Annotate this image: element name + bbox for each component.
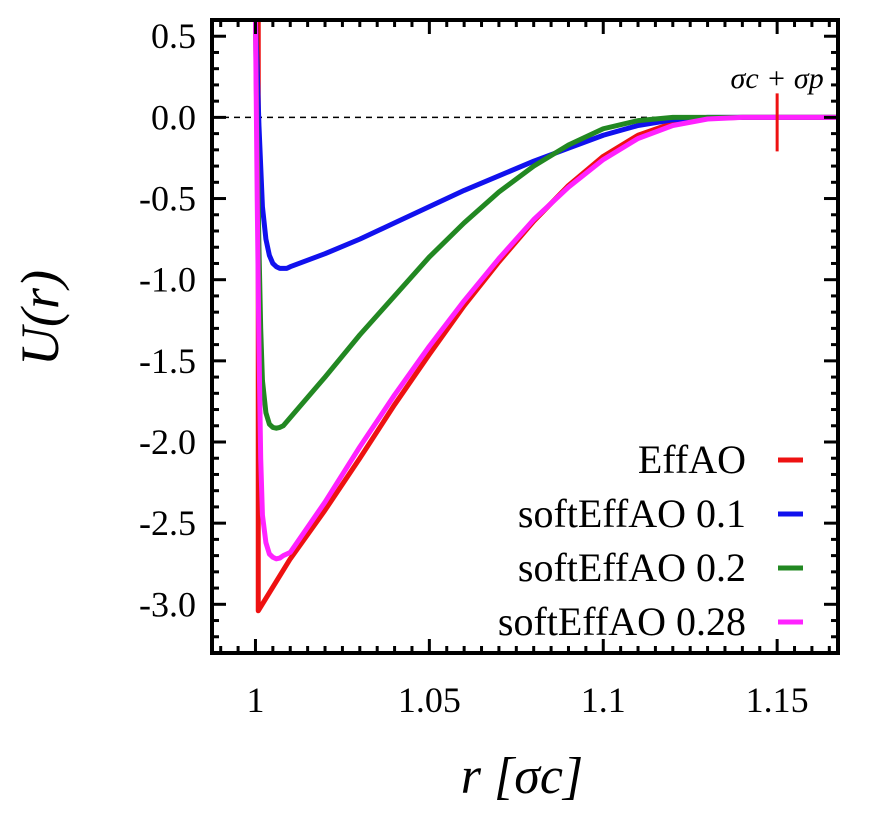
- series-line-1: [252, 20, 838, 271]
- series-line-2: [252, 20, 838, 431]
- legend-label-0: EffAO: [638, 437, 746, 482]
- y-axis-label: U(r): [10, 270, 70, 366]
- annotation-label: σc + σp: [731, 62, 824, 95]
- y-tick-label-3: -1.0: [139, 260, 196, 300]
- legend-layer: EffAO softEffAO 0.1 softEffAO 0.2 softEffAO…: [498, 437, 803, 644]
- legend-label-3: softEffAO 0.28: [498, 599, 746, 644]
- plot-frame: [210, 18, 840, 655]
- legend-label-1: softEffAO 0.1: [518, 491, 746, 536]
- y-tick-label-6: -2.5: [139, 503, 196, 543]
- x-axis-label: r [σc]: [461, 748, 583, 805]
- legend-label-2: softEffAO 0.2: [518, 545, 746, 590]
- tick-layer: [212, 18, 838, 655]
- x-tick-label-2: 1.1: [581, 680, 626, 720]
- y-tick-label-4: -1.5: [139, 341, 196, 381]
- x-tick-label-0: 1: [246, 680, 264, 720]
- y-tick-label-5: -2.0: [139, 422, 196, 462]
- label-layer: 1 1.05 1.1 1.15 0.5 0.0 -0.5 -1.0 -1.5 -2.0 -2.5 -3…: [10, 16, 809, 805]
- annot-layer: σc + σp: [731, 62, 824, 152]
- series-layer: [252, 20, 838, 614]
- x-tick-label-1: 1.05: [398, 680, 461, 720]
- x-tick-label-3: 1.15: [746, 680, 809, 720]
- series-line-3: [252, 20, 838, 562]
- y-tick-label-2: -0.5: [139, 179, 196, 219]
- y-tick-label-7: -3.0: [139, 584, 196, 624]
- y-tick-label-0: 0.5: [151, 16, 196, 56]
- y-tick-label-1: 0.0: [151, 97, 196, 137]
